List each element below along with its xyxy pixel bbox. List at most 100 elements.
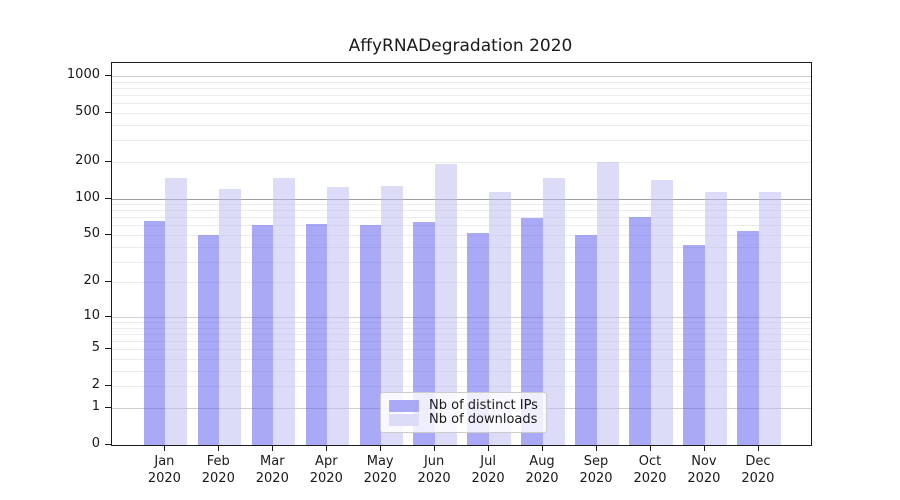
gridline — [112, 81, 811, 83]
y-tick-label: 5 — [91, 340, 100, 356]
grid-layer — [112, 63, 811, 445]
bar-distinct-ips — [197, 235, 220, 445]
bar-downloads — [435, 164, 457, 445]
x-tick-label: Aug 2020 — [525, 454, 559, 486]
y-tick-mark — [105, 234, 111, 235]
y-tick-label: 50 — [83, 226, 100, 241]
y-tick-label: 2 — [91, 377, 100, 393]
bar-distinct-ips — [629, 217, 651, 445]
x-tick-mark — [434, 445, 436, 451]
legend-swatch-downloads — [389, 414, 419, 426]
legend-swatch-distinct-ips — [389, 400, 419, 412]
gridline — [112, 261, 811, 263]
x-tick-label: Feb 2020 — [201, 454, 235, 486]
x-tick-mark — [218, 445, 220, 451]
bar-distinct-ips — [143, 221, 166, 445]
y-tick-mark — [105, 407, 111, 408]
gridline — [112, 95, 811, 96]
y-tick-label: 0 — [91, 436, 100, 451]
x-tick-mark — [542, 445, 543, 451]
legend-row: Nb of distinct IPs — [389, 399, 538, 413]
x-tick-label: Jul 2020 — [471, 454, 505, 486]
x-tick-mark — [164, 445, 166, 451]
bar-distinct-ips — [575, 235, 597, 445]
y-tick-label: 10 — [83, 307, 100, 323]
bar-downloads — [327, 186, 349, 445]
legend-label-downloads: Nb of downloads — [429, 412, 538, 427]
bar-distinct-ips — [521, 218, 544, 445]
x-tick-mark — [488, 445, 490, 451]
y-tick-label: 20 — [83, 273, 100, 289]
y-tick-mark — [105, 197, 111, 199]
bar-downloads — [219, 188, 241, 445]
gridline — [112, 370, 811, 372]
bar-distinct-ips — [251, 224, 274, 445]
gridline — [112, 341, 811, 343]
gridline — [112, 359, 811, 360]
gridline — [112, 87, 811, 89]
bar-distinct-ips — [305, 223, 328, 445]
legend: Nb of distinct IPs Nb of downloads — [380, 392, 547, 433]
bar-distinct-ips — [683, 245, 705, 445]
gridline — [112, 225, 811, 227]
bar-downloads — [597, 161, 619, 445]
bar-downloads — [704, 192, 727, 445]
bar-downloads — [165, 177, 188, 445]
y-tick-mark — [105, 281, 111, 283]
x-tick-label: Jun 2020 — [417, 454, 451, 486]
x-tick-mark — [650, 445, 651, 451]
x-tick-mark — [272, 445, 274, 451]
gridline — [112, 217, 811, 219]
y-tick-mark — [105, 315, 111, 317]
gridline — [112, 316, 811, 318]
gridline — [112, 161, 811, 163]
y-tick-mark — [105, 160, 111, 162]
y-tick-mark — [105, 444, 111, 445]
gridline — [112, 246, 811, 248]
gridline — [112, 75, 811, 77]
gridline — [112, 204, 811, 205]
legend-row: Nb of downloads — [389, 413, 538, 427]
y-tick-mark — [105, 385, 111, 387]
x-tick-label: Sep 2020 — [579, 454, 613, 486]
bar-distinct-ips — [359, 225, 382, 445]
gridline — [112, 112, 811, 114]
y-tick-label: 1 — [91, 399, 100, 414]
x-tick-mark — [380, 445, 382, 451]
x-tick-label: Mar 2020 — [255, 454, 289, 486]
gridline — [112, 327, 811, 329]
x-tick-mark — [757, 445, 759, 451]
x-tick-mark — [596, 445, 597, 451]
x-tick-label: Apr 2020 — [309, 454, 343, 486]
x-tick-label: Nov 2020 — [687, 454, 721, 486]
bars-layer — [112, 63, 811, 445]
bar-downloads — [651, 179, 673, 445]
y-tick-label: 100 — [75, 189, 100, 205]
y-tick-mark — [105, 74, 111, 76]
gridline — [112, 210, 811, 212]
chart-title: AffyRNADegradation 2020 — [348, 36, 573, 56]
x-tick-label: Jan 2020 — [147, 454, 181, 486]
y-tick-label: 200 — [75, 152, 100, 168]
gridline — [112, 140, 811, 142]
plot-area — [111, 62, 812, 446]
gridline — [112, 235, 811, 236]
bar-distinct-ips — [413, 222, 436, 445]
x-tick-label: Oct 2020 — [633, 454, 667, 486]
gridline — [112, 282, 811, 284]
bar-downloads — [543, 178, 565, 445]
bar-downloads — [381, 185, 403, 445]
gridline — [112, 349, 811, 351]
bar-distinct-ips — [737, 230, 759, 445]
bar-downloads — [273, 177, 295, 445]
gridline — [112, 333, 811, 335]
gridline — [112, 198, 811, 200]
bar-downloads — [489, 191, 511, 445]
gridline — [112, 124, 811, 126]
x-tick-mark — [326, 445, 328, 451]
y-tick-label: 1000 — [66, 66, 100, 82]
bar-downloads — [758, 191, 781, 445]
legend-label-distinct-ips: Nb of distinct IPs — [429, 398, 538, 413]
x-tick-label: May 2020 — [363, 454, 397, 486]
